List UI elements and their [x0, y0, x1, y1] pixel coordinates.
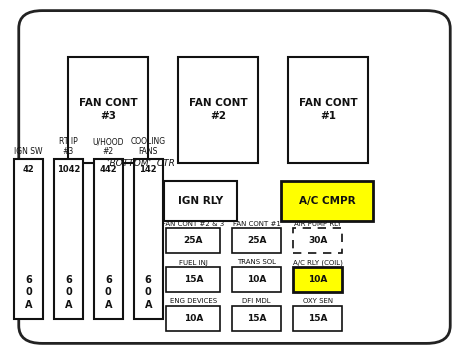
Text: 6
0
A: 6 0 A: [144, 275, 152, 310]
Bar: [164, 181, 237, 221]
Text: 15A: 15A: [308, 314, 327, 323]
Bar: [293, 306, 342, 331]
Text: A/C RLY (COIL): A/C RLY (COIL): [293, 259, 343, 266]
Text: OXY SEN: OXY SEN: [303, 298, 333, 304]
Text: 30A: 30A: [308, 236, 327, 245]
Text: TRANS SOL: TRANS SOL: [237, 259, 276, 266]
Text: 10A: 10A: [247, 275, 266, 284]
Text: A/C CMPR: A/C CMPR: [299, 196, 356, 206]
Text: FUEL INJ: FUEL INJ: [179, 259, 208, 266]
Bar: [14, 159, 43, 319]
Bar: [54, 159, 83, 319]
Bar: [68, 57, 148, 163]
Text: IGN RLY: IGN RLY: [178, 196, 223, 206]
Text: RT IP
#3: RT IP #3: [59, 137, 78, 156]
Bar: [232, 267, 281, 292]
Text: 142: 142: [139, 165, 157, 173]
Text: FAN CONT
#1: FAN CONT #1: [299, 98, 357, 121]
Text: 25A: 25A: [184, 236, 203, 245]
Text: FAN CONT #2 & 3: FAN CONT #2 & 3: [162, 221, 225, 227]
Text: FAN CONT
#3: FAN CONT #3: [78, 98, 137, 121]
Bar: [281, 181, 373, 221]
FancyBboxPatch shape: [19, 11, 450, 343]
Text: 25A: 25A: [247, 236, 266, 245]
Bar: [293, 228, 342, 253]
Text: FAN CONT
#2: FAN CONT #2: [189, 98, 248, 121]
Text: 1042: 1042: [57, 165, 80, 173]
Bar: [178, 57, 258, 163]
Bar: [293, 267, 342, 292]
Text: 442: 442: [99, 165, 117, 173]
Text: 15A: 15A: [247, 314, 266, 323]
Bar: [232, 228, 281, 253]
Text: AIR PUMP RLY: AIR PUMP RLY: [294, 221, 341, 227]
Bar: [232, 306, 281, 331]
Text: ENG DEVICES: ENG DEVICES: [170, 298, 217, 304]
Text: 10A: 10A: [308, 275, 327, 284]
Bar: [288, 57, 368, 163]
Text: 6
0
A: 6 0 A: [65, 275, 72, 310]
Text: IGN SW: IGN SW: [15, 148, 43, 156]
Text: FAN CONT #1: FAN CONT #1: [233, 221, 281, 227]
Bar: [166, 228, 220, 253]
Text: 10A: 10A: [184, 314, 203, 323]
Text: U/HOOD
#2: U/HOOD #2: [92, 137, 124, 156]
Text: 6
0
A: 6 0 A: [105, 275, 112, 310]
Bar: [166, 267, 220, 292]
Bar: [134, 159, 163, 319]
Bar: [94, 159, 123, 319]
Bar: [166, 306, 220, 331]
Text: DFI MDL: DFI MDL: [242, 298, 271, 304]
Text: 'BOTTOM'  CTR: 'BOTTOM' CTR: [107, 159, 174, 168]
Text: 42: 42: [23, 165, 35, 173]
Text: COOLING
FANS: COOLING FANS: [131, 137, 166, 156]
Text: 6
0
A: 6 0 A: [25, 275, 32, 310]
Text: 15A: 15A: [184, 275, 203, 284]
